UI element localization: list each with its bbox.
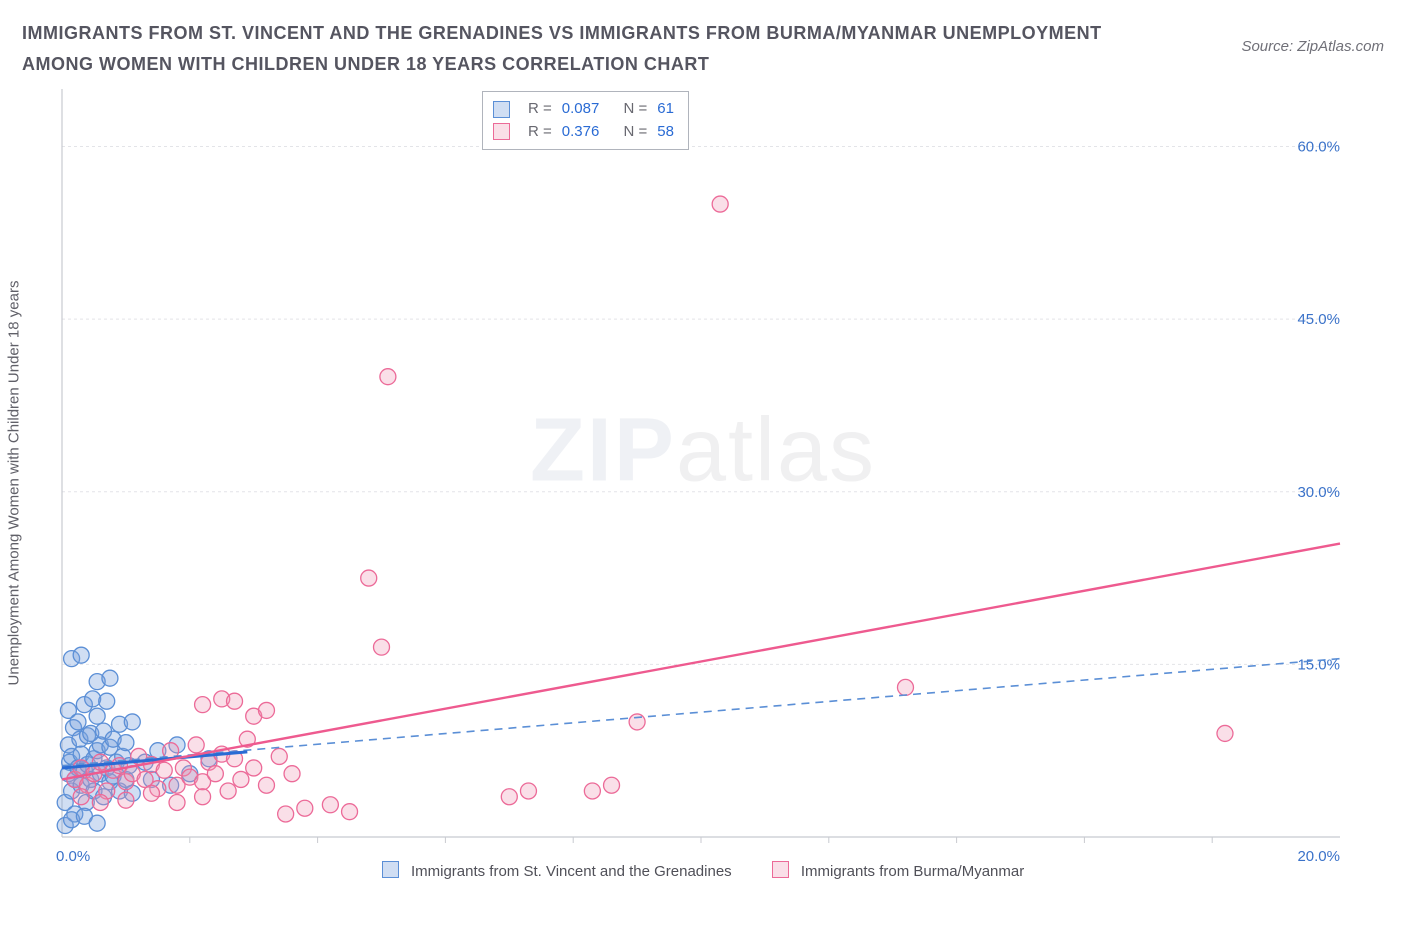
svg-text:45.0%: 45.0% [1297, 311, 1340, 328]
r-value-blue: 0.087 [562, 98, 600, 121]
svg-text:0.0%: 0.0% [56, 848, 90, 865]
header: IMMIGRANTS FROM ST. VINCENT AND THE GREN… [22, 18, 1384, 79]
series-legend: Immigrants from St. Vincent and the Gren… [22, 861, 1384, 880]
correlation-legend-box: R = 0.087 N = 61 R = 0.376 N = 58 [482, 91, 689, 150]
scatter-chart: 15.0%30.0%45.0%60.0%0.0%20.0% [22, 85, 1352, 865]
y-axis-label: Unemployment Among Women with Children U… [6, 280, 23, 685]
square-icon [493, 123, 510, 140]
square-icon [493, 101, 510, 118]
svg-text:30.0%: 30.0% [1297, 484, 1340, 501]
square-icon [382, 861, 399, 878]
legend-item-pink: Immigrants from Burma/Myanmar [772, 861, 1025, 880]
r-label: R = [528, 98, 552, 121]
legend-item-blue: Immigrants from St. Vincent and the Gren… [382, 861, 732, 880]
n-value-pink: 58 [657, 121, 674, 144]
r-label: R = [528, 121, 552, 144]
source-label: Source: ZipAtlas.com [1241, 18, 1384, 55]
chart-title: IMMIGRANTS FROM ST. VINCENT AND THE GREN… [22, 18, 1122, 79]
n-label: N = [623, 98, 647, 121]
n-value-blue: 61 [657, 98, 674, 121]
svg-text:60.0%: 60.0% [1297, 139, 1340, 156]
n-label: N = [623, 121, 647, 144]
legend-label-blue: Immigrants from St. Vincent and the Gren… [411, 863, 732, 880]
legend-row-pink: R = 0.376 N = 58 [493, 121, 674, 144]
square-icon [772, 861, 789, 878]
svg-text:20.0%: 20.0% [1297, 848, 1340, 865]
r-value-pink: 0.376 [562, 121, 600, 144]
legend-label-pink: Immigrants from Burma/Myanmar [801, 863, 1024, 880]
legend-row-blue: R = 0.087 N = 61 [493, 98, 674, 121]
chart-area: Unemployment Among Women with Children U… [22, 85, 1384, 880]
